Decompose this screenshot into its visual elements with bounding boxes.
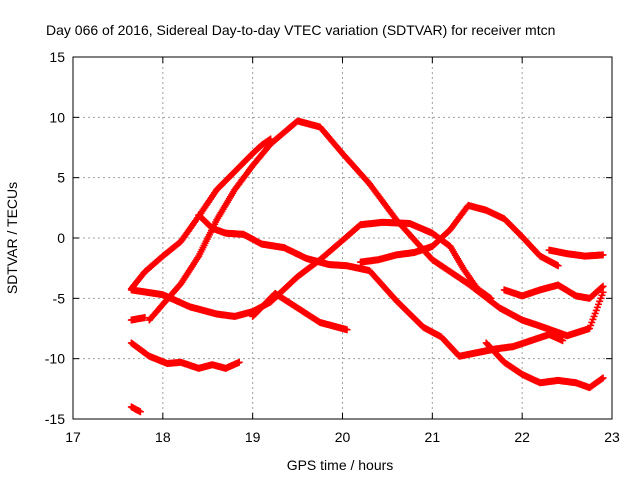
- y-axis-label: SDTVAR / TECUs: [4, 182, 20, 294]
- data-point-marker: [598, 283, 606, 291]
- y-tick-label: 10: [49, 109, 65, 125]
- y-tick-label: -15: [45, 411, 65, 427]
- series-track-g: [482, 339, 607, 392]
- series-track-b: [127, 314, 149, 324]
- data-point-marker: [267, 135, 275, 143]
- x-tick-label: 19: [245, 429, 261, 445]
- y-tick-label: 0: [57, 230, 65, 246]
- data-point-marker: [554, 262, 562, 270]
- y-tick-label: -5: [53, 290, 66, 306]
- data-point-marker: [598, 375, 606, 383]
- x-tick-label: 20: [335, 429, 351, 445]
- data-point-marker: [343, 326, 351, 334]
- chart-title: Day 066 of 2016, Sidereal Day-to-day VTE…: [46, 22, 555, 38]
- y-tick-label: 15: [49, 49, 65, 65]
- x-tick-label: 23: [604, 429, 620, 445]
- x-tick-label: 22: [514, 429, 530, 445]
- data-point-marker: [599, 251, 607, 259]
- series-track-h: [500, 281, 607, 302]
- series-track-c: [145, 117, 607, 340]
- series-track-f: [356, 201, 562, 270]
- series-track-i: [545, 246, 607, 260]
- data-point-marker: [141, 314, 149, 322]
- x-tick-label: 17: [65, 429, 81, 445]
- y-tick-label: -10: [45, 351, 65, 367]
- x-tick-label: 21: [425, 429, 441, 445]
- series-track-k: [127, 403, 144, 416]
- data-point-marker: [235, 358, 243, 366]
- data-point-marker: [599, 374, 607, 382]
- series-track-j: [127, 339, 243, 372]
- data-point-marker: [136, 408, 144, 416]
- tick-layer: 17 18 19 20 21 22 23 -15 -10 -5 0 5 10 15: [45, 49, 620, 445]
- x-axis-label: GPS time / hours: [287, 457, 394, 473]
- series-track-d: [127, 135, 275, 293]
- series-track-l: [249, 290, 351, 334]
- data-point-marker: [559, 337, 567, 345]
- series-track-e: [195, 211, 567, 360]
- data-point-marker: [599, 282, 607, 290]
- y-tick-label: 5: [57, 170, 65, 186]
- data-layer: [127, 117, 607, 416]
- x-tick-label: 18: [155, 429, 171, 445]
